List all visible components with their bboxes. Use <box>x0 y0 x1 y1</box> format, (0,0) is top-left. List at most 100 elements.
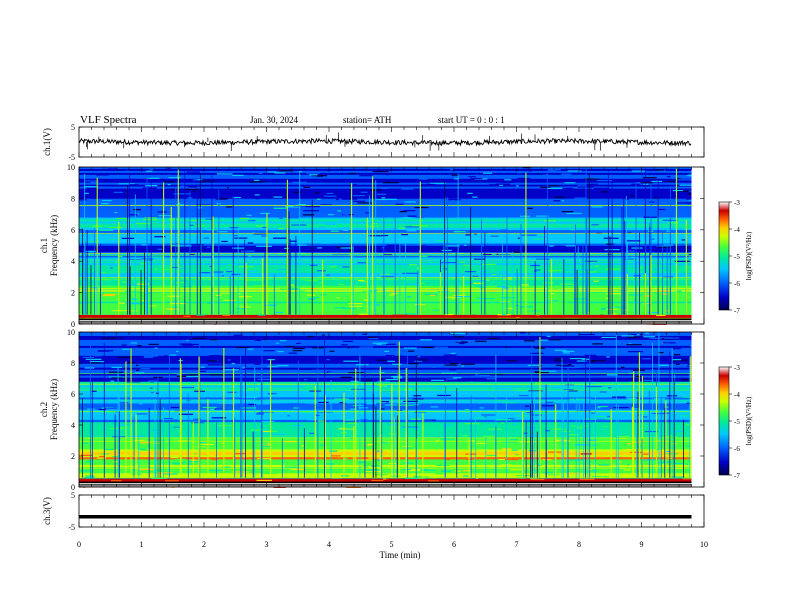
ch1-spec-texture <box>481 245 485 247</box>
ch2-spec-texture <box>211 417 227 419</box>
ch1-spec-sferic <box>516 268 518 315</box>
ch1-spec-texture <box>678 312 692 315</box>
ch1-spec-texture <box>180 285 192 287</box>
ch1-spec-texture <box>459 184 462 186</box>
ch1-spec-texture <box>117 302 125 304</box>
ch1-spec-texture <box>109 226 122 229</box>
ch1-colorbar-tick-label: -7 <box>734 307 740 315</box>
ch2-spec-texture <box>85 358 102 360</box>
ch1-spec-texture <box>436 240 450 242</box>
ch2-spec-texture <box>285 406 297 408</box>
ch1-spec-texture <box>221 240 228 243</box>
ch1-spec-sferic <box>144 252 146 315</box>
ch1-spec-texture <box>306 172 321 174</box>
ch1-spec-texture <box>337 297 340 299</box>
ch1-spec-texture <box>497 211 510 213</box>
ch2-spec-texture <box>152 386 167 388</box>
ch1-spec-texture <box>166 308 179 310</box>
ch1-spec-texture <box>631 247 643 249</box>
ch2-spec-sferic <box>379 366 381 478</box>
ch1-spec-sferic <box>394 217 396 315</box>
ch1-spec-sferic <box>439 272 442 315</box>
ch2-spec-texture <box>342 340 353 343</box>
ch2-spec-sferic <box>179 358 182 478</box>
ch2-spec-sferic <box>375 406 377 478</box>
ch1-spec-texture <box>207 246 211 248</box>
ch2-spec-texture <box>157 472 173 474</box>
ch1-spec-texture <box>98 229 113 231</box>
ch1-spec-texture <box>224 269 229 271</box>
ch1-spec-texture <box>651 238 655 240</box>
ch1-spec-texture <box>640 267 643 269</box>
ch2-spec-texture <box>673 386 687 389</box>
ch2-spec-texture <box>613 349 627 351</box>
ch2-spec-texture <box>596 407 601 409</box>
ch1-spec-texture <box>380 187 388 190</box>
ch2-spec-texture <box>250 429 262 431</box>
ch2-spec-lowband-line <box>79 483 692 484</box>
ch2-spec-texture <box>628 336 640 339</box>
ch1-spec-band-row <box>79 208 692 212</box>
ch2-spec-texture <box>186 473 199 475</box>
ch2-spec-texture <box>463 361 466 363</box>
ch2-colorbar-tick-label: -7 <box>734 472 740 480</box>
ch2-spec-texture <box>449 362 459 365</box>
ch1-spec-texture <box>186 171 200 173</box>
ch2-spec-sferic <box>223 348 225 478</box>
ch1-spec-texture <box>615 306 626 308</box>
ch2-spec-texture <box>548 474 560 476</box>
ch2-spec-texture <box>307 402 317 404</box>
ch1-spec-texture <box>254 179 260 181</box>
ch2-spec-texture <box>385 378 399 381</box>
ch2-spec-texture <box>143 356 154 358</box>
ch1-spec-texture <box>462 305 471 307</box>
ch1-spec-texture <box>593 283 609 285</box>
ch1-spec-texture <box>404 313 417 315</box>
ch2-spec-texture <box>249 420 264 422</box>
ch2-spec-texture <box>434 473 445 475</box>
ch2-spec-sferic <box>665 400 667 478</box>
ch2-spec-sferic <box>297 360 299 478</box>
ch1-spec-texture <box>686 174 692 177</box>
ch1-spec-texture <box>669 228 678 230</box>
ch2-spec-texture <box>253 365 262 367</box>
ch2-spec-texture <box>441 372 457 374</box>
ch2-spec-band-row <box>79 391 692 394</box>
ch1-spec-texture <box>343 214 349 216</box>
ch1-spec-texture <box>181 238 193 240</box>
ch2-spec-sferic <box>260 366 262 478</box>
ch2-spec-texture <box>207 360 218 362</box>
ch2-spec-texture <box>283 388 286 390</box>
ch1-spec-lowband-line <box>79 320 692 321</box>
ch2-spec-texture <box>236 449 239 451</box>
ch2-spec-texture <box>504 462 512 464</box>
ch1-colorbar-label: log(PSD)(V²/Hz) <box>745 231 753 280</box>
ch2-spec-texture <box>546 335 551 337</box>
ch2-spec-texture <box>662 342 676 344</box>
ch1-spec-texture <box>591 206 603 208</box>
ch1-spec-texture <box>273 207 288 209</box>
ch2-spec-sferic <box>216 420 217 478</box>
ch2-spec-texture <box>273 458 277 460</box>
ch1-spec-sferic <box>84 241 86 315</box>
ch2-spec-texture <box>221 442 225 444</box>
ch1-spec-texture <box>222 299 236 302</box>
ch1-spec-texture <box>547 228 558 230</box>
ch2-spec-texture <box>530 478 545 480</box>
ch2-spec-texture <box>455 336 464 338</box>
x-tick-label: 9 <box>640 540 644 549</box>
ch2-spec-texture <box>379 364 396 366</box>
ch1-spec-texture <box>320 258 336 261</box>
ch1-spec-sferic <box>611 180 613 315</box>
ch1-spec-texture <box>425 293 438 296</box>
ch1-spec-texture <box>173 193 190 195</box>
x-tick-label: 4 <box>327 540 331 549</box>
ch1-spec-texture <box>647 311 660 314</box>
ch2-spec-sferic <box>530 403 531 478</box>
ch1-spec-sferic <box>352 246 354 315</box>
ch1-spec-texture <box>226 313 231 315</box>
ch2-spec-band-row <box>79 409 692 412</box>
ch2-spec-texture <box>479 407 484 409</box>
ch2-spec-texture <box>522 432 528 434</box>
ch1-spec-texture <box>221 250 236 253</box>
